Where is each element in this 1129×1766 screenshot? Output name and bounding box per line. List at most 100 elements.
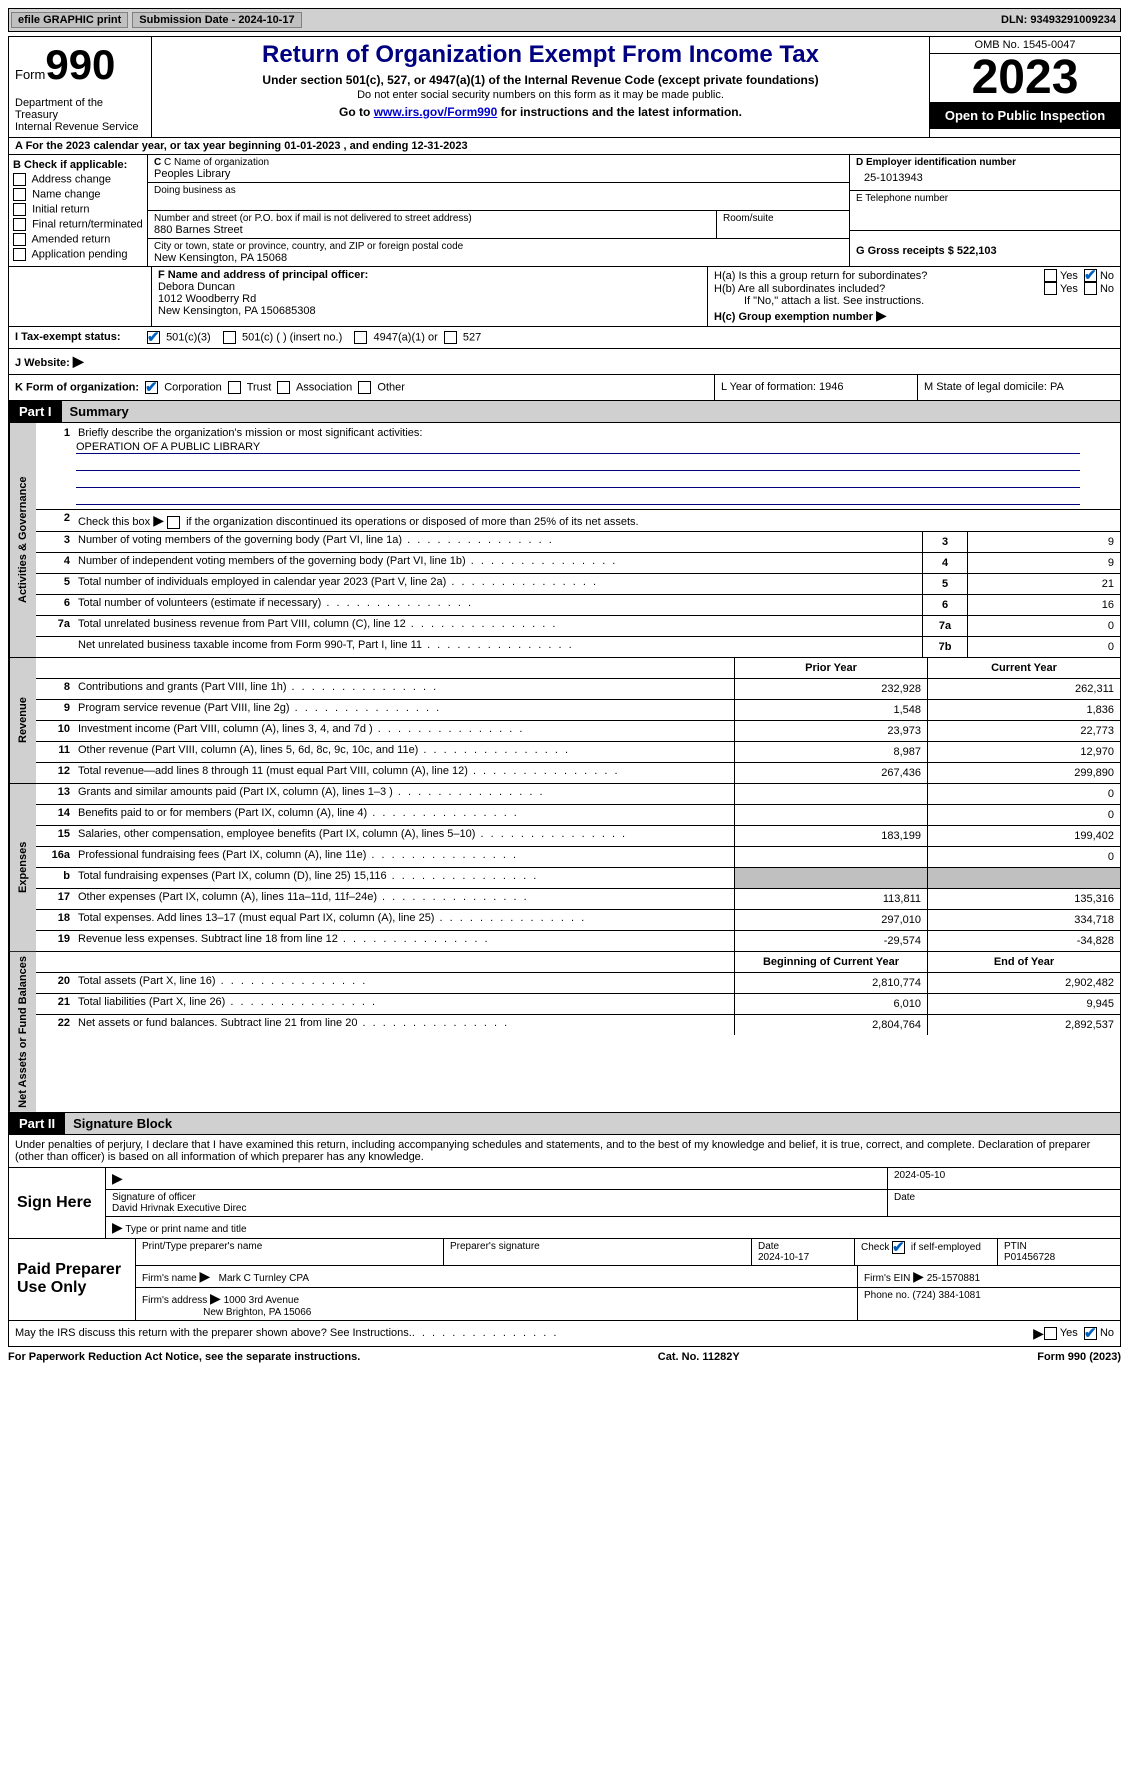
- gov-line-value: 9: [967, 532, 1120, 552]
- hb-note: If "No," attach a list. See instructions…: [714, 295, 1114, 307]
- gov-line-desc: Total unrelated business revenue from Pa…: [74, 616, 922, 636]
- top-bar: efile GRAPHIC print Submission Date - 20…: [8, 8, 1121, 32]
- sig-officer-label: Signature of officer: [112, 1192, 881, 1203]
- dba-label: Doing business as: [154, 185, 843, 196]
- submission-date-button[interactable]: Submission Date - 2024-10-17: [132, 12, 301, 28]
- tab-net-assets: Net Assets or Fund Balances: [9, 952, 36, 1112]
- prior-value: 6,010: [734, 994, 927, 1014]
- assoc-checkbox[interactable]: [277, 381, 290, 394]
- line-desc: Total liabilities (Part X, line 26): [74, 994, 734, 1014]
- prior-value: 267,436: [734, 763, 927, 783]
- street-label: Number and street (or P.O. box if mail i…: [154, 213, 710, 224]
- form-org-label: K Form of organization:: [15, 381, 139, 393]
- firm-addr2: New Brighton, PA 15066: [203, 1307, 311, 1318]
- discuss-yes-checkbox[interactable]: [1044, 1327, 1057, 1340]
- prior-value: 2,810,774: [734, 973, 927, 993]
- form-label: Form: [15, 67, 45, 82]
- room-label: Room/suite: [723, 213, 843, 224]
- b-option-label: Amended return: [31, 233, 110, 245]
- officer-addr2: New Kensington, PA 150685308: [158, 305, 701, 317]
- box-d: D Employer identification number 25-1013…: [849, 155, 1121, 267]
- ha-label: H(a) Is this a group return for subordin…: [714, 270, 1044, 282]
- self-emp-checkbox[interactable]: [892, 1241, 905, 1254]
- firm-ein: 25-1570881: [927, 1273, 980, 1284]
- part1-header: Part I: [9, 401, 62, 422]
- gov-line-value: 21: [967, 574, 1120, 594]
- form-of-org-row: K Form of organization: Corporation Trus…: [8, 375, 1121, 401]
- irs-link[interactable]: www.irs.gov/Form990: [374, 105, 498, 119]
- line-desc: Professional fundraising fees (Part IX, …: [74, 847, 734, 867]
- officer-label: F Name and address of principal officer:: [158, 269, 368, 281]
- self-employed: Check if self-employed: [855, 1239, 998, 1265]
- org-name: Peoples Library: [154, 168, 843, 180]
- 501c3-checkbox[interactable]: [147, 331, 160, 344]
- state-domicile: M State of legal domicile: PA: [917, 375, 1120, 400]
- website-label: J Website: ▶: [9, 349, 141, 374]
- current-value: 9,945: [927, 994, 1120, 1014]
- prior-value: 8,987: [734, 742, 927, 762]
- discontinued-checkbox[interactable]: [167, 516, 180, 529]
- summary-revenue: Revenue Prior Year Current Year 8Contrib…: [8, 658, 1121, 784]
- line-desc: Other expenses (Part IX, column (A), lin…: [74, 889, 734, 909]
- summary-governance: Activities & Governance 1 Briefly descri…: [8, 423, 1121, 658]
- gov-line-value: 0: [967, 616, 1120, 636]
- form-header: Form990 Department of the Treasury Inter…: [8, 36, 1121, 138]
- 527-checkbox[interactable]: [444, 331, 457, 344]
- prior-value: 2,804,764: [734, 1015, 927, 1035]
- form-subtitle: Under section 501(c), 527, or 4947(a)(1)…: [156, 73, 925, 87]
- org-name-label: C Name of organization: [164, 157, 269, 168]
- current-value: 0: [927, 784, 1120, 804]
- gov-line-box: 7a: [922, 616, 967, 636]
- date-label: Date: [888, 1190, 1120, 1216]
- officer-name: Debora Duncan: [158, 281, 701, 293]
- line-desc: Benefits paid to or for members (Part IX…: [74, 805, 734, 825]
- corp-checkbox[interactable]: [145, 381, 158, 394]
- gross-receipts: G Gross receipts $ 522,103: [856, 245, 1114, 257]
- prior-value: 183,199: [734, 826, 927, 846]
- current-year-header: Current Year: [927, 658, 1120, 678]
- other-checkbox[interactable]: [358, 381, 371, 394]
- hb-no-checkbox[interactable]: [1084, 282, 1097, 295]
- current-value: 0: [927, 847, 1120, 867]
- firm-name: Mark C Turnley CPA: [219, 1273, 309, 1284]
- ha-no-checkbox[interactable]: [1084, 269, 1097, 282]
- prior-value: [734, 868, 927, 888]
- gov-line-desc: Number of voting members of the governin…: [74, 532, 922, 552]
- b-option-checkbox[interactable]: [13, 233, 26, 246]
- trust-checkbox[interactable]: [228, 381, 241, 394]
- form-number: 990: [45, 41, 115, 88]
- 501c-checkbox[interactable]: [223, 331, 236, 344]
- gov-line-box: 6: [922, 595, 967, 615]
- prior-value: 1,548: [734, 700, 927, 720]
- hb-yes-checkbox[interactable]: [1044, 282, 1057, 295]
- line-desc: Contributions and grants (Part VIII, lin…: [74, 679, 734, 699]
- 4947-checkbox[interactable]: [354, 331, 367, 344]
- prior-value: 297,010: [734, 910, 927, 930]
- form-footer: Form 990 (2023): [1037, 1351, 1121, 1363]
- entity-info: B Check if applicable: Address change Na…: [8, 155, 1121, 267]
- form-title: Return of Organization Exempt From Incom…: [156, 41, 925, 69]
- current-value: 199,402: [927, 826, 1120, 846]
- website-row: J Website: ▶: [8, 349, 1121, 375]
- sig-type-label: Type or print name and title: [125, 1224, 246, 1235]
- line-desc: Total expenses. Add lines 13–17 (must eq…: [74, 910, 734, 930]
- efile-button[interactable]: efile GRAPHIC print: [11, 12, 128, 28]
- b-option-checkbox[interactable]: [13, 203, 26, 216]
- ein-value: 25-1013943: [856, 168, 1114, 188]
- sign-here-label: Sign Here: [9, 1168, 106, 1238]
- inspection-label: Open to Public Inspection: [930, 102, 1120, 129]
- b-option-checkbox[interactable]: [13, 173, 26, 186]
- tab-revenue: Revenue: [9, 658, 36, 783]
- ha-yes-checkbox[interactable]: [1044, 269, 1057, 282]
- b-option-checkbox[interactable]: [13, 188, 26, 201]
- b-option-checkbox[interactable]: [13, 218, 26, 231]
- line-desc: Net assets or fund balances. Subtract li…: [74, 1015, 734, 1035]
- current-value: 334,718: [927, 910, 1120, 930]
- discuss-no-checkbox[interactable]: [1084, 1327, 1097, 1340]
- b-option-checkbox[interactable]: [13, 248, 26, 261]
- gov-line-value: 16: [967, 595, 1120, 615]
- b-option-label: Initial return: [32, 203, 89, 215]
- gov-line-desc: Number of independent voting members of …: [74, 553, 922, 573]
- phone-label: E Telephone number: [856, 193, 1114, 204]
- part1-title: Summary: [62, 404, 129, 419]
